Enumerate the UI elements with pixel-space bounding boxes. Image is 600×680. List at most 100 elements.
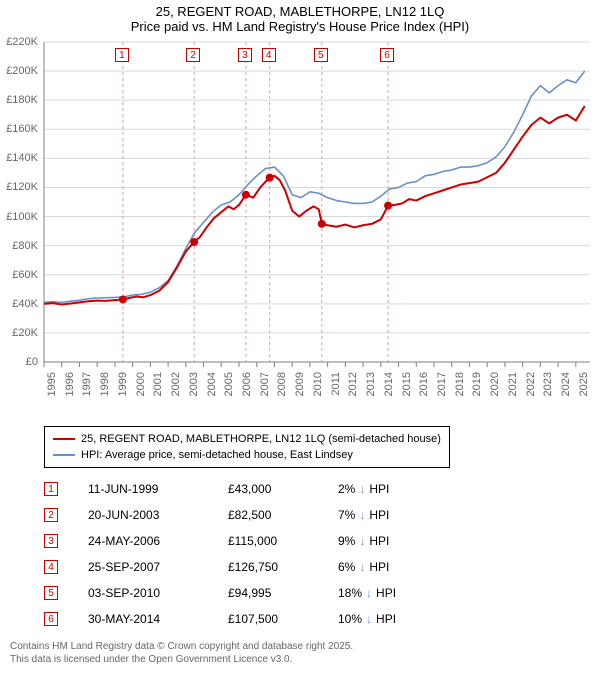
title-line-1: 25, REGENT ROAD, MABLETHORPE, LN12 1LQ [0, 4, 600, 19]
sale-marker-icon: 4 [44, 560, 58, 574]
chart-area: £0£20K£40K£60K£80K£100K£120K£140K£160K£1… [0, 38, 600, 418]
footer-line-1: Contains HM Land Registry data © Crown c… [10, 640, 353, 653]
x-axis-label: 2025 [578, 372, 590, 402]
sale-marker-icon: 1 [44, 482, 58, 496]
x-axis-label: 1997 [81, 372, 93, 402]
legend-label: HPI: Average price, semi-detached house,… [81, 449, 353, 461]
sale-date: 20-JUN-2003 [88, 508, 228, 522]
x-axis-label: 2005 [223, 372, 235, 402]
footer-line-2: This data is licensed under the Open Gov… [10, 653, 353, 666]
y-axis-label: £60K [2, 269, 38, 281]
sale-price: £82,500 [228, 508, 338, 522]
down-arrow-icon: ↓ [359, 560, 365, 574]
legend-item: HPI: Average price, semi-detached house,… [53, 447, 441, 463]
y-axis-label: £120K [2, 181, 38, 193]
down-arrow-icon: ↓ [359, 534, 365, 548]
x-axis-label: 2008 [276, 372, 288, 402]
sale-date: 24-MAY-2006 [88, 534, 228, 548]
x-axis-label: 2023 [542, 372, 554, 402]
legend: 25, REGENT ROAD, MABLETHORPE, LN12 1LQ (… [44, 426, 450, 468]
down-arrow-icon: ↓ [366, 586, 372, 600]
footer-attribution: Contains HM Land Registry data © Crown c… [10, 640, 353, 666]
hpi-label: HPI [369, 482, 389, 496]
y-axis-label: £140K [2, 152, 38, 164]
sale-diff: 6% ↓ HPI [338, 560, 448, 574]
hpi-label: HPI [369, 534, 389, 548]
event-marker-icon: 2 [186, 48, 200, 62]
sale-date: 30-MAY-2014 [88, 612, 228, 626]
x-axis-label: 2017 [436, 372, 448, 402]
chart-titles: 25, REGENT ROAD, MABLETHORPE, LN12 1LQ P… [0, 0, 600, 34]
sale-row: 5 03-SEP-2010£94,99518% ↓ HPI [44, 580, 448, 606]
down-arrow-icon: ↓ [359, 508, 365, 522]
y-axis-label: £220K [2, 36, 38, 48]
y-axis-label: £200K [2, 65, 38, 77]
sale-row: 2 20-JUN-2003£82,5007% ↓ HPI [44, 502, 448, 528]
x-axis-label: 2022 [525, 372, 537, 402]
sale-price: £126,750 [228, 560, 338, 574]
x-axis-label: 1999 [117, 372, 129, 402]
sale-price: £94,995 [228, 586, 338, 600]
y-axis-label: £180K [2, 94, 38, 106]
sale-row: 6 30-MAY-2014£107,50010% ↓ HPI [44, 606, 448, 632]
x-axis-label: 2016 [418, 372, 430, 402]
legend-swatch-icon [53, 438, 75, 440]
x-axis-label: 2009 [294, 372, 306, 402]
hpi-label: HPI [369, 508, 389, 522]
x-axis-label: 2012 [347, 372, 359, 402]
sale-date: 25-SEP-2007 [88, 560, 228, 574]
sale-diff: 10% ↓ HPI [338, 612, 448, 626]
x-axis-label: 2006 [241, 372, 253, 402]
hpi-label: HPI [376, 586, 396, 600]
y-axis-label: £100K [2, 211, 38, 223]
event-marker-icon: 3 [238, 48, 252, 62]
title-line-2: Price paid vs. HM Land Registry's House … [0, 19, 600, 34]
sale-price: £107,500 [228, 612, 338, 626]
x-axis-label: 2007 [259, 372, 271, 402]
x-axis-label: 2003 [188, 372, 200, 402]
x-axis-label: 2020 [489, 372, 501, 402]
sale-row: 3 24-MAY-2006£115,0009% ↓ HPI [44, 528, 448, 554]
sale-diff: 9% ↓ HPI [338, 534, 448, 548]
x-axis-label: 1998 [99, 372, 111, 402]
sale-marker-icon: 3 [44, 534, 58, 548]
y-axis-label: £0 [2, 356, 38, 368]
y-axis-label: £80K [2, 240, 38, 252]
sale-price: £115,000 [228, 534, 338, 548]
sale-diff: 7% ↓ HPI [338, 508, 448, 522]
x-axis-label: 2004 [206, 372, 218, 402]
x-axis-label: 2019 [471, 372, 483, 402]
x-axis-label: 2000 [135, 372, 147, 402]
x-axis-label: 1995 [46, 372, 58, 402]
x-axis-label: 2001 [152, 372, 164, 402]
event-marker-icon: 1 [115, 48, 129, 62]
x-axis-label: 2014 [383, 372, 395, 402]
sales-table: 111-JUN-1999£43,0002% ↓ HPI220-JUN-2003£… [44, 476, 448, 632]
sale-marker-icon: 6 [44, 612, 58, 626]
sale-diff: 18% ↓ HPI [338, 586, 448, 600]
x-axis-label: 2013 [365, 372, 377, 402]
sale-marker-icon: 5 [44, 586, 58, 600]
sale-row: 111-JUN-1999£43,0002% ↓ HPI [44, 476, 448, 502]
x-axis-label: 2021 [507, 372, 519, 402]
down-arrow-icon: ↓ [366, 612, 372, 626]
x-axis-label: 2002 [170, 372, 182, 402]
sale-row: 4 25-SEP-2007£126,7506% ↓ HPI [44, 554, 448, 580]
legend-swatch-icon [53, 454, 75, 456]
legend-label: 25, REGENT ROAD, MABLETHORPE, LN12 1LQ (… [81, 433, 441, 445]
x-axis-label: 2024 [560, 372, 572, 402]
x-axis-label: 2015 [401, 372, 413, 402]
hpi-label: HPI [369, 560, 389, 574]
event-marker-icon: 5 [314, 48, 328, 62]
event-marker-icon: 4 [262, 48, 276, 62]
sale-marker-icon: 2 [44, 508, 58, 522]
event-marker-icon: 6 [380, 48, 394, 62]
x-axis-label: 1996 [64, 372, 76, 402]
y-axis-label: £40K [2, 298, 38, 310]
x-axis-label: 2011 [330, 372, 342, 402]
sale-date: 11-JUN-1999 [88, 482, 228, 496]
sale-date: 03-SEP-2010 [88, 586, 228, 600]
down-arrow-icon: ↓ [359, 482, 365, 496]
legend-item: 25, REGENT ROAD, MABLETHORPE, LN12 1LQ (… [53, 431, 441, 447]
x-axis-label: 2018 [454, 372, 466, 402]
